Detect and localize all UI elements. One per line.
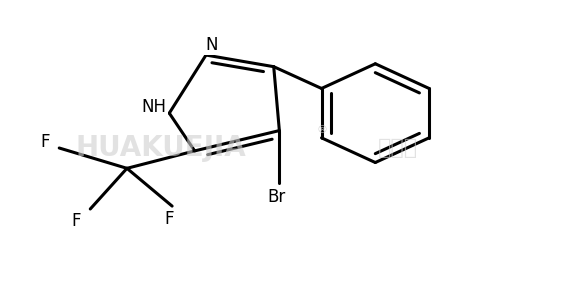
Text: F: F (71, 212, 81, 230)
Text: HUAKUEJIA: HUAKUEJIA (75, 134, 246, 162)
Text: 化学加: 化学加 (378, 138, 418, 158)
Text: F: F (40, 133, 50, 151)
Text: NH: NH (141, 98, 166, 116)
Text: ®: ® (316, 126, 327, 136)
Text: N: N (205, 36, 218, 54)
Text: Br: Br (267, 188, 286, 206)
Text: F: F (165, 210, 174, 228)
